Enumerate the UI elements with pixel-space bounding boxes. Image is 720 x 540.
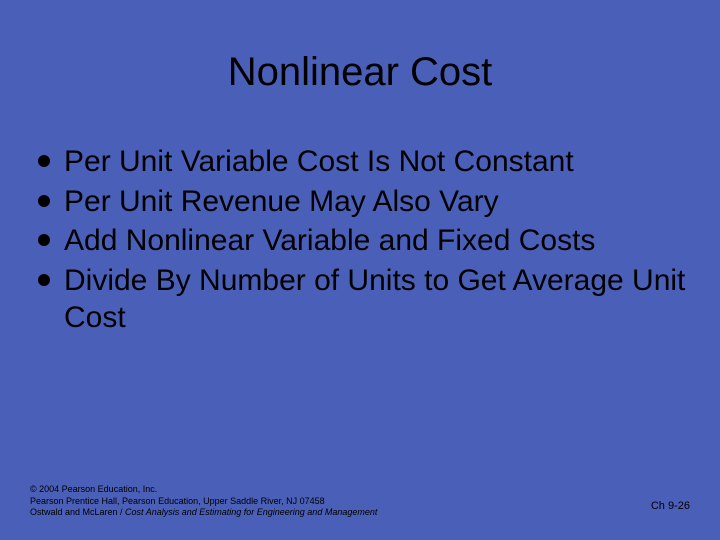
- footer-copyright: © 2004 Pearson Education, Inc.: [30, 484, 377, 495]
- footer-authors: Ostwald and McLaren /: [30, 507, 125, 517]
- footer-page-ref: Ch 9-26: [651, 500, 690, 512]
- bullet-item: Add Nonlinear Variable and Fixed Costs: [38, 222, 690, 260]
- slide: Nonlinear Cost Per Unit Variable Cost Is…: [0, 0, 720, 540]
- bullet-list: Per Unit Variable Cost Is Not Constant P…: [30, 143, 690, 337]
- bullet-item: Divide By Number of Units to Get Average…: [38, 262, 690, 337]
- bullet-item: Per Unit Revenue May Also Vary: [38, 183, 690, 221]
- slide-title: Nonlinear Cost: [30, 50, 690, 95]
- bullet-item: Per Unit Variable Cost Is Not Constant: [38, 143, 690, 181]
- footer-left: © 2004 Pearson Education, Inc. Pearson P…: [30, 484, 377, 518]
- footer-book-title: Cost Analysis and Estimating for Enginee…: [125, 507, 377, 517]
- footer-publisher: Pearson Prentice Hall, Pearson Education…: [30, 496, 377, 507]
- footer-book-line: Ostwald and McLaren / Cost Analysis and …: [30, 507, 377, 518]
